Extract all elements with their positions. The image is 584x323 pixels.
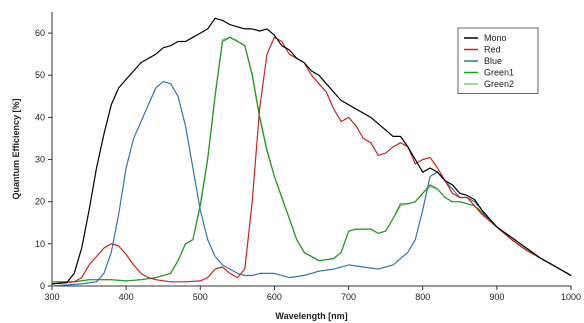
y-tick-label: 40 xyxy=(35,112,45,122)
series-line-red xyxy=(51,36,572,285)
legend-label-green1: Green1 xyxy=(484,68,514,78)
series-lines xyxy=(51,17,572,287)
x-tick-label: 800 xyxy=(415,292,430,302)
x-axis: 300 400 500 600 700 800 900 1000 xyxy=(44,286,581,302)
y-tick-label: 60 xyxy=(35,28,45,38)
plot-frame xyxy=(51,12,571,287)
legend-label-red: Red xyxy=(484,45,501,55)
y-tick-label: 50 xyxy=(35,70,45,80)
y-tick-label: 20 xyxy=(35,197,45,207)
legend-label-mono: Mono xyxy=(484,33,507,43)
x-tick-label: 700 xyxy=(341,292,356,302)
y-tick-label: 30 xyxy=(35,155,45,165)
series-line-mono xyxy=(51,17,572,285)
x-tick-label: 400 xyxy=(119,292,134,302)
x-tick-label: 500 xyxy=(193,292,208,302)
series-line-blue xyxy=(51,81,572,287)
y-axis-title: Quantum Efficiency [%] xyxy=(11,98,21,199)
y-tick-label: 0 xyxy=(40,281,45,291)
x-tick-label: 300 xyxy=(44,292,59,302)
y-tick-label: 10 xyxy=(35,239,45,249)
y-axis: 0 10 20 30 40 50 60 xyxy=(35,28,52,291)
x-tick-label: 900 xyxy=(489,292,504,302)
legend-label-green2: Green2 xyxy=(484,79,514,89)
x-tick-label: 1000 xyxy=(561,292,581,302)
x-tick-label: 600 xyxy=(267,292,282,302)
series-line-green1 xyxy=(52,36,572,283)
legend-label-blue: Blue xyxy=(484,56,502,66)
x-axis-title: Wavelength [nm] xyxy=(275,311,347,321)
